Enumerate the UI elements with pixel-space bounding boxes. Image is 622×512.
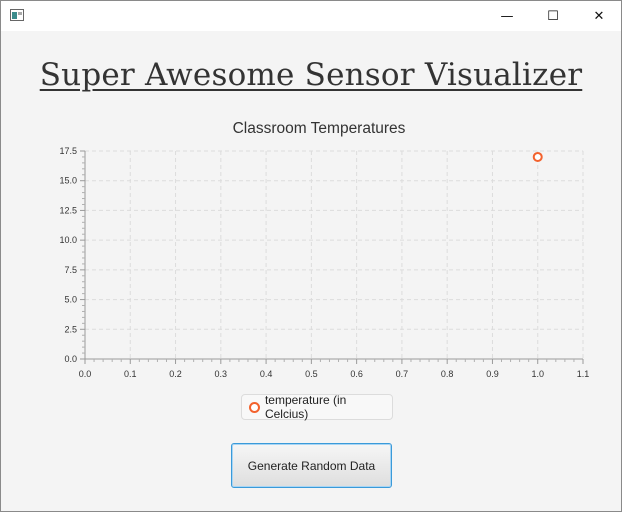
x-tick-label: 0.5 xyxy=(305,369,318,379)
chart-title: Classroom Temperatures xyxy=(232,120,406,137)
x-tick-label: 0.6 xyxy=(350,369,363,379)
plot-area xyxy=(85,151,583,359)
x-tick-label: 0.4 xyxy=(260,369,273,379)
x-tick-label: 0.0 xyxy=(79,369,92,379)
x-tick-label: 0.3 xyxy=(215,369,228,379)
y-tick-label: 2.5 xyxy=(64,324,77,334)
y-tick-label: 7.5 xyxy=(64,265,77,275)
x-tick-label: 0.2 xyxy=(169,369,182,379)
generate-random-data-button[interactable]: Generate Random Data xyxy=(231,443,392,488)
scatter-chart: 0.0 0.1 0.2 0.3 0.4 0.5 0.6 0.7 0.8 0.9 1.0 1.1 0.0 2… xyxy=(59,146,590,379)
data-point xyxy=(532,151,543,162)
page-heading: Super Awesome Sensor Visualizer xyxy=(1,57,621,93)
close-button[interactable]: ✕ xyxy=(593,8,605,24)
x-tick-label: 0.8 xyxy=(441,369,454,379)
legend-marker-icon xyxy=(249,401,260,413)
y-tick-label: 5.0 xyxy=(64,295,77,305)
heading-text: Super Awesome Sensor Visualizer xyxy=(39,57,583,93)
legend-label: temperature (in Celcius) xyxy=(264,393,347,421)
app-icon xyxy=(10,9,24,21)
x-tick-label: 0.7 xyxy=(396,369,409,379)
x-tick-label: 0.9 xyxy=(486,369,499,379)
title-bar: — ☐ ✕ xyxy=(1,1,621,31)
y-tick-label: 12.5 xyxy=(59,205,77,215)
minimize-button[interactable]: — xyxy=(500,8,514,24)
x-tick-label: 1.0 xyxy=(531,369,544,379)
y-tick-label: 10.0 xyxy=(59,235,77,245)
y-tick-label: 0.0 xyxy=(64,354,77,364)
x-tick-label: 1.1 xyxy=(577,369,590,379)
x-tick-label: 0.1 xyxy=(124,369,137,379)
chart-legend: temperature (in Celcius) xyxy=(241,393,393,421)
y-tick-label: 17.5 xyxy=(59,146,77,156)
y-tick-label: 15.0 xyxy=(59,176,77,186)
maximize-button[interactable]: ☐ xyxy=(547,8,559,24)
